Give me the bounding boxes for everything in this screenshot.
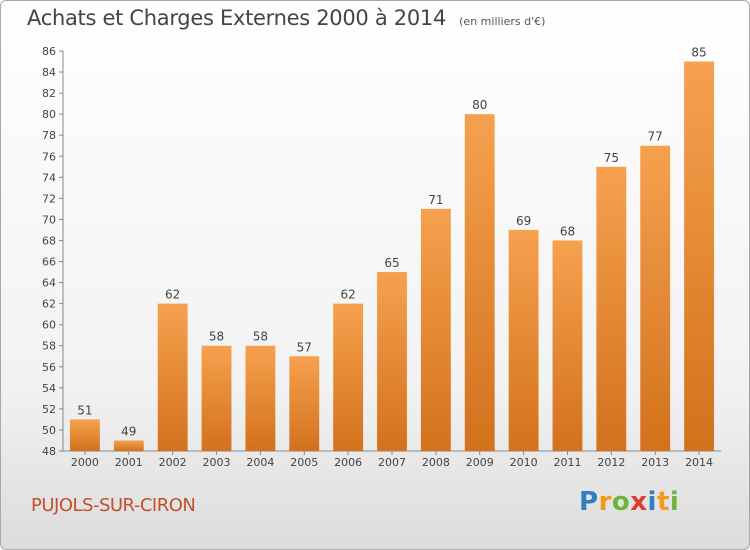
title-row: Achats et Charges Externes 2000 à 2014 (… <box>27 6 545 30</box>
bar <box>552 240 583 451</box>
y-tick-label: 50 <box>42 424 56 437</box>
y-tick-label: 52 <box>42 403 56 416</box>
bar-value-label: 65 <box>384 256 399 270</box>
bar <box>113 440 144 451</box>
x-tick-label: 2009 <box>466 456 494 469</box>
brand-logo: Proxiti <box>579 487 679 517</box>
y-tick-label: 72 <box>42 192 56 205</box>
bar-value-label: 62 <box>165 288 180 302</box>
x-tick-label: 2012 <box>597 456 625 469</box>
x-tick-label: 2000 <box>71 456 99 469</box>
x-tick-label: 2010 <box>510 456 538 469</box>
bar-value-label: 71 <box>428 193 443 207</box>
y-tick-label: 86 <box>42 45 56 58</box>
bar <box>70 419 100 451</box>
y-tick-label: 64 <box>42 277 56 290</box>
bar <box>245 345 276 451</box>
y-tick-label: 58 <box>42 340 56 353</box>
bar-value-label: 77 <box>648 130 663 144</box>
bar <box>333 303 364 451</box>
bar <box>508 229 539 451</box>
x-tick-label: 2014 <box>685 456 713 469</box>
x-tick-label: 2008 <box>422 456 450 469</box>
bar-value-label: 62 <box>340 288 355 302</box>
bar <box>684 61 714 452</box>
x-tick-label: 2003 <box>203 456 231 469</box>
bar <box>640 145 671 451</box>
y-tick-label: 54 <box>42 382 56 395</box>
x-tick-label: 2005 <box>290 456 318 469</box>
bar <box>420 208 451 451</box>
y-tick-label: 80 <box>42 108 56 121</box>
bar <box>377 272 407 451</box>
bar <box>596 166 627 451</box>
x-tick-label: 2004 <box>246 456 274 469</box>
x-tick-label: 2007 <box>378 456 406 469</box>
bar-value-label: 58 <box>253 330 268 344</box>
bar-value-label: 69 <box>516 214 531 228</box>
bar-value-label: 49 <box>121 424 136 438</box>
bar-value-label: 58 <box>209 330 224 344</box>
chart-title: Achats et Charges Externes 2000 à 2014 <box>27 6 447 30</box>
y-tick-label: 74 <box>42 171 56 184</box>
bar-value-label: 57 <box>297 340 312 354</box>
y-tick-label: 68 <box>42 234 56 247</box>
y-tick-label: 66 <box>42 256 56 269</box>
brand-letter: r <box>598 487 612 517</box>
y-tick-label: 60 <box>42 319 56 332</box>
y-tick-label: 56 <box>42 361 56 374</box>
brand-letter: o <box>611 487 631 517</box>
bar-value-label: 68 <box>560 224 575 238</box>
bar-value-label: 80 <box>472 98 487 112</box>
y-tick-label: 78 <box>42 129 56 142</box>
bar <box>157 303 188 451</box>
x-tick-label: 2013 <box>641 456 669 469</box>
brand-letter: x <box>630 487 648 517</box>
brand-letter: i <box>669 487 680 517</box>
brand-letter: t <box>656 487 670 517</box>
y-tick-label: 48 <box>42 445 56 458</box>
bar-value-label: 51 <box>77 403 92 417</box>
bar <box>289 356 320 451</box>
bar <box>464 114 495 451</box>
y-tick-label: 82 <box>42 87 56 100</box>
brand-letter: i <box>647 487 657 517</box>
chart-unit: (en milliers d'€) <box>459 15 546 28</box>
x-tick-label: 2001 <box>115 456 143 469</box>
x-tick-label: 2002 <box>159 456 187 469</box>
y-tick-label: 76 <box>42 150 56 163</box>
bar-value-label: 85 <box>691 46 706 60</box>
y-tick-label: 84 <box>42 66 56 79</box>
x-tick-label: 2006 <box>334 456 362 469</box>
bar-value-label: 75 <box>604 151 619 165</box>
city-name: PUJOLS-SUR-CIRON <box>31 495 196 516</box>
y-tick-label: 70 <box>42 213 56 226</box>
y-tick-label: 62 <box>42 298 56 311</box>
brand-letter: P <box>579 487 599 517</box>
x-tick-label: 2011 <box>553 456 581 469</box>
bar <box>201 345 232 451</box>
